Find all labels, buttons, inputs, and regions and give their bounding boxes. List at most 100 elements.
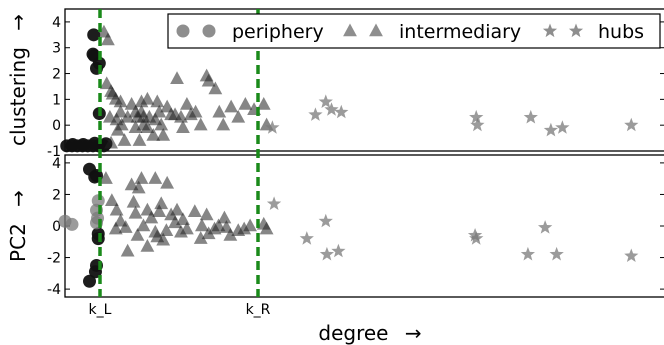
intermediary-point (187, 204, 202, 218)
y-tick-label: 0 (52, 118, 61, 134)
intermediary-point (156, 128, 171, 141)
hubs-point (319, 246, 334, 261)
periphery-point (65, 217, 79, 231)
intermediary-point (256, 97, 271, 110)
hubs-point (318, 213, 333, 228)
intermediary-point (208, 81, 223, 95)
legend-hubs-label: hubs (598, 21, 644, 43)
intermediary-point (113, 104, 128, 118)
y-tick-label: 4 (52, 156, 61, 172)
periphery-point (86, 47, 100, 61)
y-tick-label: -1 (47, 144, 61, 160)
intermediary-point (223, 227, 238, 241)
intermediary-point (176, 120, 190, 134)
hubs-point (318, 94, 333, 108)
intermediary-point (113, 94, 128, 108)
hubs-point (624, 117, 639, 132)
bottom-y-axis-arrow: → (6, 190, 30, 207)
intermediary-point (131, 180, 146, 194)
legend-periphery-marker (176, 24, 190, 38)
legend-intermediary-label: intermediary (399, 21, 521, 43)
intermediary-point (117, 133, 132, 146)
intermediary-point (170, 202, 184, 216)
bottom-y-axis-label: PC2 (6, 223, 30, 262)
legend-intermediary-marker (343, 23, 357, 37)
intermediary-point (152, 204, 167, 218)
intermediary-point (188, 104, 203, 118)
intermediary-point (259, 221, 274, 235)
intermediary-point (159, 223, 174, 236)
intermediary-point (154, 196, 169, 210)
y-tick-label: 4 (52, 15, 61, 31)
periphery-point (66, 138, 80, 152)
hubs-point (624, 248, 639, 262)
legend-periphery-marker (202, 24, 216, 38)
y-tick-label: -4 (47, 282, 61, 298)
intermediary-point (144, 210, 159, 224)
intermediary-point (140, 239, 155, 252)
hubs-point (331, 243, 346, 258)
intermediary-point (104, 135, 118, 149)
intermediary-point (108, 221, 123, 235)
reference-lines (98, 9, 260, 297)
legend: periphery intermediary hubs (167, 13, 661, 49)
intermediary-point (212, 104, 227, 118)
top-y-axis-label: clustering (6, 47, 30, 146)
intermediary-point (126, 194, 141, 208)
hubs-point (538, 220, 553, 234)
intermediary-point (199, 207, 214, 221)
periphery-point (87, 28, 101, 42)
intermediary-point (180, 97, 194, 110)
hubs-point (555, 120, 570, 134)
bottom-x-ticks: k_L k_R (89, 291, 271, 318)
legend-items: periphery intermediary hubs (176, 21, 644, 43)
legend-periphery-label: periphery (232, 21, 324, 43)
intermediary-point (101, 32, 115, 46)
x-tick-label: k_R (246, 302, 271, 318)
hubs-point (299, 231, 314, 245)
intermediary-point (219, 220, 234, 233)
hubs-point (523, 109, 538, 124)
periphery-point (83, 274, 96, 288)
hubs-point (324, 102, 339, 116)
legend-hubs-marker (568, 23, 584, 38)
intermediary-point (124, 177, 139, 191)
intermediary-point (128, 205, 143, 219)
hubs-point (469, 109, 484, 124)
hubs-point (308, 107, 323, 121)
hubs-point (334, 104, 349, 119)
intermediary-point (132, 133, 147, 146)
intermediary-point (104, 193, 119, 207)
hubs-point (265, 120, 280, 134)
intermediary-point (201, 73, 216, 87)
intermediary-point (193, 231, 208, 244)
bottom-panel: 4 2 0 -2 -4 k_L k_R PC2 → degree → (6, 154, 664, 345)
top-data-points (60, 24, 639, 153)
intermediary-point (148, 171, 163, 184)
intermediary-point (170, 71, 184, 84)
intermediary-point (140, 120, 155, 134)
intermediary-point (180, 221, 194, 235)
periphery-point (76, 138, 90, 152)
intermediary-point (231, 109, 246, 123)
x-axis-title: degree → (318, 321, 421, 345)
top-y-axis-arrow: → (6, 14, 30, 31)
intermediary-point (193, 117, 208, 131)
hubs-point (543, 122, 558, 137)
y-tick-label: 0 (52, 219, 61, 235)
hubs-point (520, 246, 535, 261)
intermediary-point (120, 243, 135, 257)
x-axis-label: degree (318, 321, 388, 345)
intermediary-point (150, 94, 165, 108)
y-tick-label: 2 (52, 187, 61, 203)
top-y-axis-title: clustering → (6, 14, 30, 146)
intermediary-point (195, 218, 209, 232)
intermediary-point (152, 104, 167, 118)
intermediary-point (217, 210, 232, 224)
hubs-point (470, 117, 485, 132)
intermediary-point (120, 109, 135, 123)
y-tick-label: 3 (52, 41, 61, 57)
intermediary-point (130, 227, 145, 241)
hubs-point (266, 196, 282, 210)
